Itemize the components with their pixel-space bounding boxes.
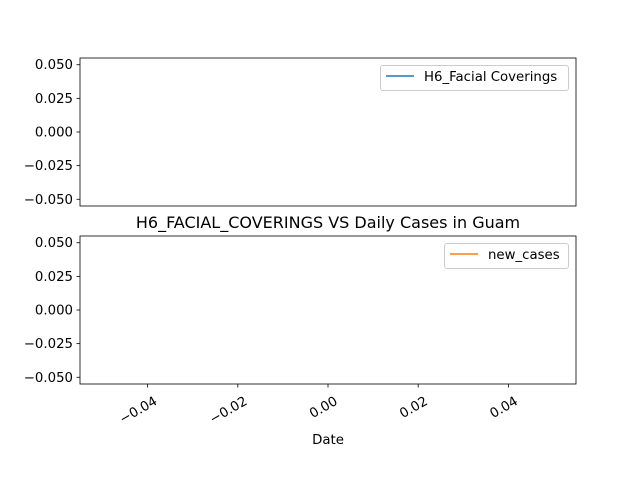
top-legend-box bbox=[380, 65, 569, 91]
top-y-tick-label: 0.025 bbox=[35, 92, 73, 107]
bottom-legend-box bbox=[444, 243, 569, 269]
bottom-legend-label: new_cases bbox=[488, 248, 560, 263]
top-y-tick-label: −0.050 bbox=[24, 193, 73, 208]
top-y-tick-label: 0.000 bbox=[35, 126, 73, 141]
top-legend-label: H6_Facial Coverings bbox=[424, 70, 557, 85]
bottom-legend: new_cases bbox=[444, 243, 569, 269]
top-subplot: 0.050 0.025 0.000 −0.025 −0.050 H6_Facial Co… bbox=[24, 57, 577, 208]
top-y-ticks: 0.050 0.025 0.000 −0.025 −0.050 bbox=[24, 58, 80, 208]
bottom-y-ticks: 0.050 0.025 0.000 −0.025 −0.050 bbox=[24, 236, 80, 386]
top-legend: H6_Facial Coverings bbox=[380, 65, 569, 91]
bottom-y-tick-label: −0.025 bbox=[24, 337, 73, 352]
bottom-y-tick-label: 0.050 bbox=[35, 236, 73, 251]
top-y-tick-label: −0.025 bbox=[24, 159, 73, 174]
bottom-y-tick-label: 0.000 bbox=[35, 304, 73, 319]
bottom-y-tick-label: 0.025 bbox=[35, 270, 73, 285]
top-y-tick-label: 0.050 bbox=[35, 58, 73, 73]
x-axis-label: Date bbox=[312, 433, 344, 448]
bottom-y-tick-label: −0.050 bbox=[24, 371, 73, 386]
chart-title: H6_FACIAL_COVERINGS VS Daily Cases in Gu… bbox=[136, 213, 520, 233]
